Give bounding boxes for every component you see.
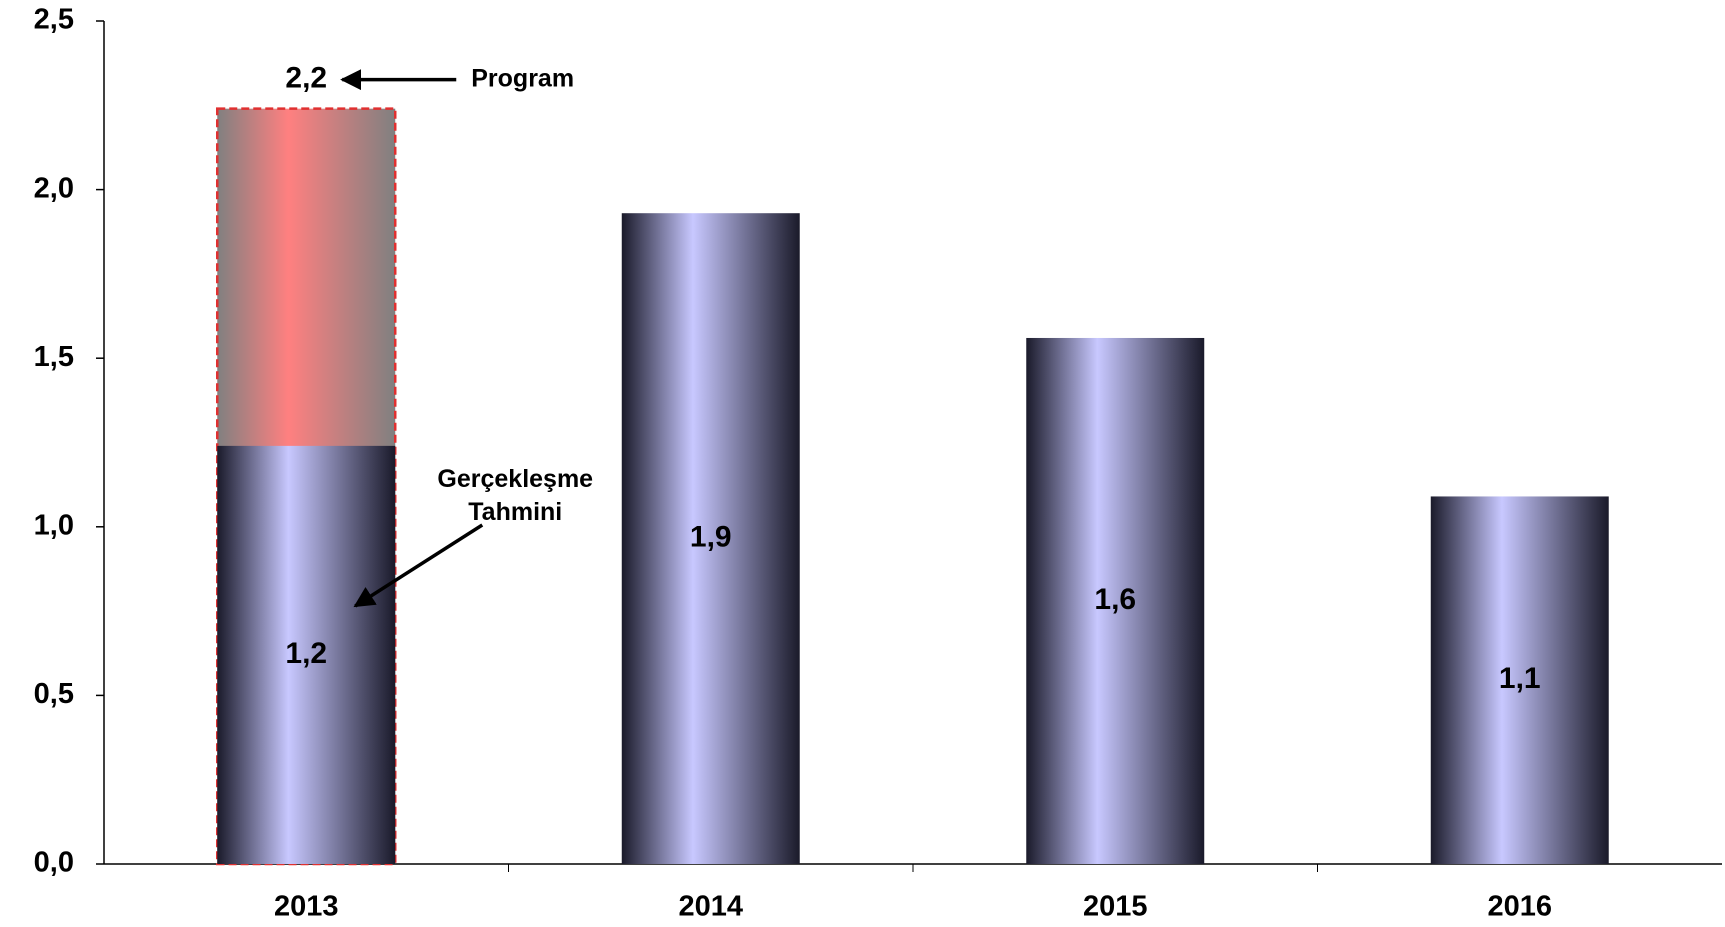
annotation-arrow: [353, 523, 484, 608]
value-label: 1,9: [690, 521, 732, 554]
x-tick-label: 2014: [678, 891, 743, 923]
bar: [1026, 337, 1205, 864]
value-label: 1,6: [1094, 583, 1136, 616]
bar: [217, 445, 396, 864]
y-tick-label: 1,5: [34, 341, 74, 373]
value-label: 2,2: [285, 62, 327, 95]
y-tick-label: 2,5: [34, 4, 74, 36]
x-tick-label: 2013: [274, 891, 339, 923]
x-tick-label: 2016: [1487, 891, 1552, 923]
series-annotation: Gerçekleşme Tahmini: [437, 465, 593, 526]
y-tick-label: 1,0: [34, 509, 74, 541]
bar: [1430, 496, 1609, 864]
bar: [621, 213, 800, 865]
value-label: 1,1: [1499, 662, 1541, 695]
y-tick-label: 2,0: [34, 172, 74, 204]
x-tick-label: 2015: [1083, 891, 1148, 923]
series-annotation: Program: [471, 64, 574, 92]
y-tick-label: 0,0: [34, 847, 74, 879]
y-tick-label: 0,5: [34, 678, 74, 710]
value-label: 1,2: [285, 637, 327, 670]
